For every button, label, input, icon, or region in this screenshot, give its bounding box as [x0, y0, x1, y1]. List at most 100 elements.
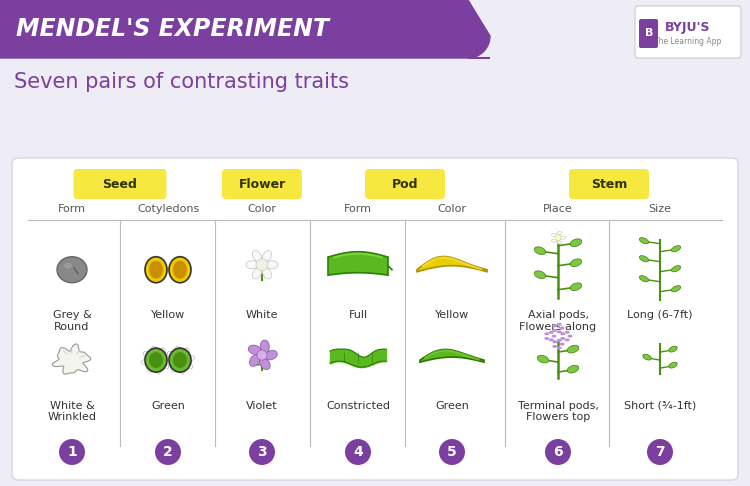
- Circle shape: [155, 439, 181, 465]
- Text: BYJU'S: BYJU'S: [665, 21, 711, 35]
- Ellipse shape: [57, 257, 87, 283]
- Ellipse shape: [260, 358, 270, 369]
- Ellipse shape: [64, 263, 72, 269]
- Ellipse shape: [560, 337, 566, 340]
- Ellipse shape: [551, 239, 556, 242]
- Ellipse shape: [671, 245, 681, 252]
- Text: 5: 5: [447, 445, 457, 459]
- Ellipse shape: [253, 250, 262, 261]
- Ellipse shape: [639, 256, 649, 262]
- Ellipse shape: [568, 335, 572, 338]
- Text: 6: 6: [554, 445, 562, 459]
- Text: Green: Green: [435, 401, 469, 411]
- FancyBboxPatch shape: [74, 169, 166, 199]
- Polygon shape: [420, 349, 484, 362]
- FancyBboxPatch shape: [569, 169, 649, 199]
- Polygon shape: [141, 346, 171, 374]
- Polygon shape: [0, 0, 490, 58]
- Ellipse shape: [265, 350, 278, 360]
- Text: Green: Green: [151, 401, 185, 411]
- Text: MENDEL'S EXPERIMENT: MENDEL'S EXPERIMENT: [16, 17, 329, 41]
- Text: Pod: Pod: [392, 177, 418, 191]
- Circle shape: [257, 350, 267, 360]
- Text: Full: Full: [349, 311, 368, 320]
- Ellipse shape: [669, 346, 677, 352]
- Text: White &
Wrinkled: White & Wrinkled: [47, 401, 97, 422]
- Ellipse shape: [557, 241, 562, 244]
- Ellipse shape: [173, 260, 187, 278]
- Text: 1: 1: [68, 445, 76, 459]
- Ellipse shape: [556, 339, 562, 342]
- Ellipse shape: [549, 331, 554, 334]
- Ellipse shape: [560, 332, 566, 335]
- Text: Color: Color: [437, 204, 466, 214]
- Ellipse shape: [260, 340, 269, 353]
- Circle shape: [345, 439, 371, 465]
- Ellipse shape: [250, 354, 260, 366]
- Ellipse shape: [556, 330, 562, 333]
- Polygon shape: [417, 257, 487, 272]
- Text: Color: Color: [248, 204, 277, 214]
- Text: 4: 4: [353, 445, 363, 459]
- Text: White: White: [246, 311, 278, 320]
- Text: Stem: Stem: [591, 177, 627, 191]
- Ellipse shape: [246, 260, 258, 269]
- Text: Flower: Flower: [238, 177, 286, 191]
- Text: Seed: Seed: [103, 177, 137, 191]
- Ellipse shape: [556, 323, 562, 326]
- Ellipse shape: [639, 276, 649, 282]
- Text: Violet: Violet: [246, 401, 278, 411]
- Circle shape: [256, 259, 268, 271]
- Text: Terminal pods,
Flowers top: Terminal pods, Flowers top: [518, 401, 599, 422]
- Text: 2: 2: [164, 445, 172, 459]
- Polygon shape: [165, 346, 195, 374]
- Ellipse shape: [567, 365, 579, 373]
- Text: Form: Form: [344, 204, 372, 214]
- Ellipse shape: [551, 233, 556, 236]
- Ellipse shape: [253, 268, 262, 279]
- Circle shape: [249, 439, 275, 465]
- Text: The Learning App: The Learning App: [654, 37, 722, 47]
- Ellipse shape: [173, 352, 187, 368]
- Ellipse shape: [570, 259, 582, 267]
- Text: Yellow: Yellow: [435, 311, 470, 320]
- Ellipse shape: [544, 332, 549, 335]
- FancyBboxPatch shape: [12, 158, 738, 480]
- Text: Seven pairs of contrasting traits: Seven pairs of contrasting traits: [14, 72, 349, 92]
- Text: Axial pods,
Flowers along: Axial pods, Flowers along: [520, 311, 596, 332]
- Ellipse shape: [671, 286, 681, 292]
- Ellipse shape: [552, 345, 557, 348]
- Ellipse shape: [169, 348, 191, 372]
- Circle shape: [59, 439, 85, 465]
- Polygon shape: [53, 344, 91, 374]
- Ellipse shape: [560, 236, 566, 239]
- Ellipse shape: [669, 362, 677, 368]
- Ellipse shape: [565, 331, 570, 334]
- Ellipse shape: [552, 340, 557, 343]
- Ellipse shape: [556, 347, 562, 349]
- Ellipse shape: [552, 329, 557, 332]
- Ellipse shape: [549, 338, 554, 342]
- Ellipse shape: [643, 354, 651, 360]
- Circle shape: [545, 439, 571, 465]
- Ellipse shape: [560, 343, 565, 346]
- Text: Cotyledons: Cotyledons: [136, 204, 200, 214]
- Ellipse shape: [552, 324, 557, 327]
- Ellipse shape: [557, 231, 562, 234]
- Text: Short (¾-1ft): Short (¾-1ft): [624, 401, 696, 411]
- Ellipse shape: [149, 260, 163, 278]
- Ellipse shape: [262, 250, 272, 261]
- Text: Form: Form: [58, 204, 86, 214]
- Ellipse shape: [262, 268, 272, 279]
- FancyBboxPatch shape: [639, 19, 658, 48]
- Ellipse shape: [266, 260, 278, 269]
- Ellipse shape: [149, 352, 163, 368]
- Ellipse shape: [537, 355, 549, 363]
- FancyBboxPatch shape: [635, 6, 741, 58]
- Text: Constricted: Constricted: [326, 401, 390, 411]
- Text: Grey &
Round: Grey & Round: [53, 311, 92, 332]
- Ellipse shape: [534, 271, 546, 278]
- Text: Yellow: Yellow: [151, 311, 185, 320]
- Ellipse shape: [560, 327, 565, 330]
- Text: B: B: [645, 28, 653, 38]
